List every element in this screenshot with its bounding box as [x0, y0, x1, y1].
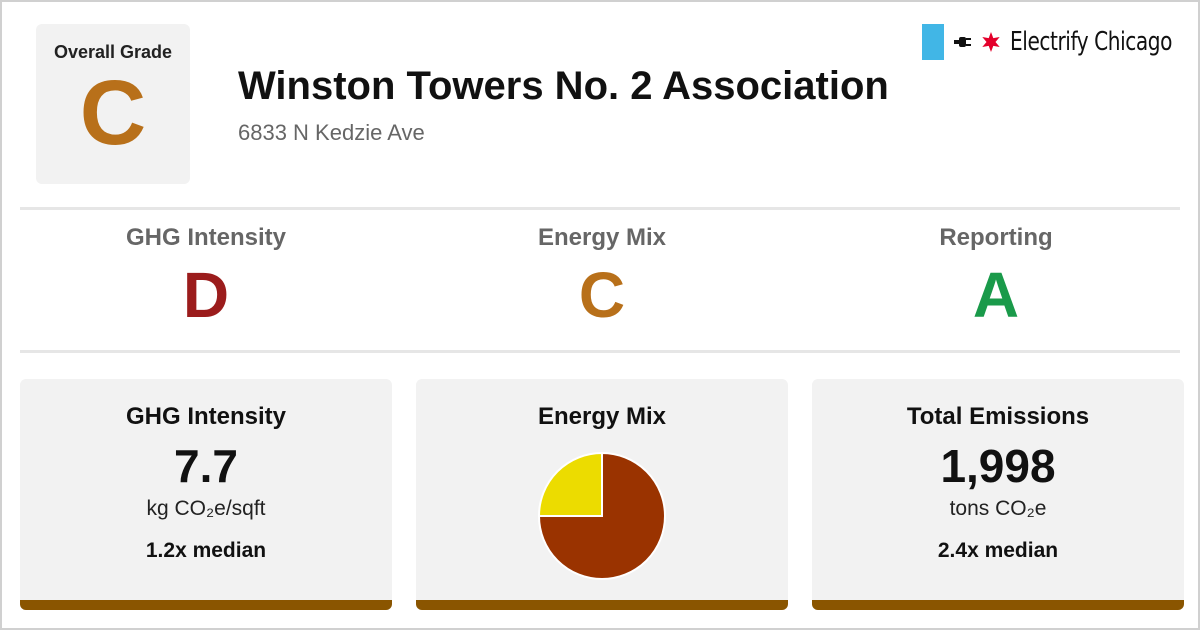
ghg-intensity-card: GHG Intensity 7.7 kg CO₂e/sqft 1.2x medi…	[20, 379, 392, 610]
total-emissions-card: Total Emissions 1,998 tons CO₂e 2.4x med…	[812, 379, 1184, 610]
ghg-intensity-median: 1.2x median	[145, 539, 267, 562]
energy-mix-pie-chart	[537, 451, 667, 581]
subgrade-reporting: Reporting A	[796, 224, 1196, 330]
card-accent-bar	[812, 600, 1184, 610]
total-emissions-median: 2.4x median	[937, 539, 1059, 562]
card-title: Total Emissions	[906, 403, 1090, 430]
energy-mix-card: Energy Mix	[416, 379, 788, 610]
subgrade-label: Energy Mix	[537, 224, 667, 251]
star-icon	[981, 32, 1000, 52]
subgrade-ghg-intensity: GHG Intensity D	[6, 224, 406, 330]
pie-slice-1	[537, 451, 603, 517]
building-name: Winston Towers No. 2 Association	[238, 64, 889, 108]
divider	[20, 207, 1180, 210]
subgrades-row: GHG Intensity D Energy Mix C Reporting A	[2, 224, 1200, 344]
divider	[20, 350, 1180, 353]
ghg-intensity-value: 7.7	[174, 440, 238, 492]
brand-logo[interactable]: Electrify Chicago	[921, 24, 1174, 60]
subgrade-letter: D	[182, 259, 230, 331]
chicago-flag-stripe	[921, 24, 944, 60]
overall-grade-letter: C	[79, 62, 147, 164]
total-emissions-value: 1,998	[940, 440, 1056, 492]
card-title: GHG Intensity	[125, 403, 287, 430]
overall-grade-box: Overall Grade C	[36, 24, 190, 184]
subgrade-label: GHG Intensity	[125, 224, 287, 251]
card-accent-bar	[20, 600, 392, 610]
overall-grade-label: Overall Grade	[53, 42, 173, 62]
card-title: Energy Mix	[537, 403, 667, 430]
building-address: 6833 N Kedzie Ave	[238, 120, 425, 145]
brand-name: Electrify Chicago	[1009, 27, 1172, 57]
subgrade-letter: A	[972, 259, 1020, 331]
ghg-intensity-unit: kg CO₂e/sqft	[146, 497, 266, 520]
total-emissions-unit: tons CO₂e	[949, 497, 1047, 520]
subgrade-energy-mix: Energy Mix C	[402, 224, 802, 330]
plug-icon	[953, 37, 971, 47]
pie-svg	[537, 451, 666, 580]
subgrade-label: Reporting	[939, 224, 1053, 251]
card-accent-bar	[416, 600, 788, 610]
subgrade-letter: C	[578, 259, 626, 331]
